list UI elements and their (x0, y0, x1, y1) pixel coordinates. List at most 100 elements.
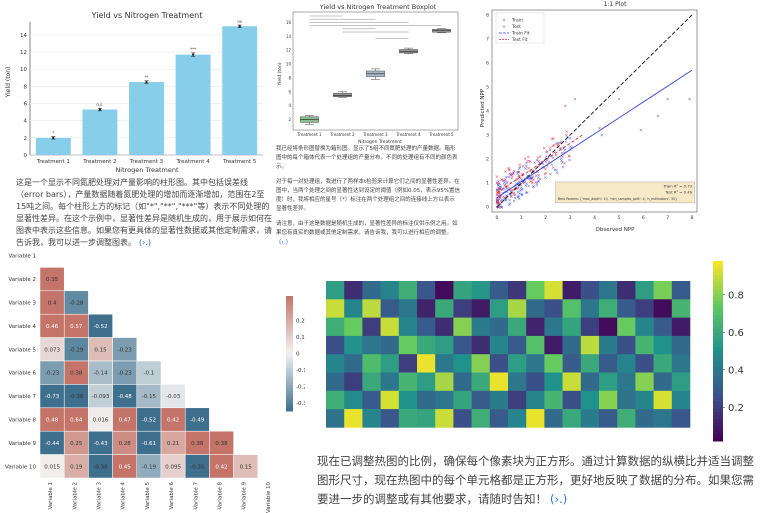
colorbar-segment (286, 396, 293, 400)
colorbar-segment (286, 379, 293, 383)
column-label: Variable 7 (193, 482, 199, 510)
annotation-test-r2: Test R² = 0.49 (664, 189, 692, 194)
test-point: × (499, 204, 503, 210)
heatmap-cell (526, 317, 545, 337)
cell-value: -0.49 (190, 418, 205, 424)
train-point: × (495, 205, 499, 211)
copy-chip-icon[interactable]: (›.) (139, 238, 151, 247)
colorbar-segment (713, 311, 723, 316)
colorbar-segment (713, 351, 723, 356)
train-point: × (508, 201, 512, 207)
heatmap-cell (580, 335, 600, 355)
colorbar-segment (286, 370, 293, 375)
heatmap-cell (599, 335, 618, 355)
box (333, 92, 352, 97)
train-point: × (553, 150, 557, 156)
heatmap-cell (417, 299, 436, 318)
y-tick-label: 6 (288, 89, 291, 94)
heatmap-cell (398, 281, 418, 300)
test-point: × (504, 169, 508, 175)
train-point: × (517, 166, 521, 172)
train-point: × (499, 205, 503, 211)
colorbar-segment (286, 310, 293, 314)
test-point: × (531, 174, 535, 180)
train-point: × (500, 205, 504, 211)
train-point: × (505, 193, 509, 199)
colorbar-segment (713, 354, 723, 359)
train-point: × (554, 167, 558, 173)
heatmap-cell (362, 335, 381, 355)
x-tick-label: Treatment 5 (428, 132, 454, 137)
test-point: × (510, 194, 514, 200)
row-label: Variable 10 (5, 464, 37, 470)
y-tick-label: 12 (20, 50, 27, 56)
x-tick-label: Treatment 3 (129, 159, 164, 165)
plot-frame (292, 11, 459, 131)
cell-value: -0.03 (166, 394, 181, 400)
heatmap-cell (435, 335, 454, 355)
train-point: × (498, 187, 502, 193)
train-point: × (559, 139, 563, 145)
colorbar-segment (286, 350, 293, 354)
row-label: Variable 6 (8, 371, 36, 377)
heatmap-cell (362, 299, 381, 318)
y-tick-label: 10 (286, 62, 292, 67)
train-point: × (514, 181, 518, 187)
copy-chip-icon-2[interactable]: (›.) (279, 239, 288, 246)
heatmap-cell (435, 390, 454, 410)
heatmap-cell (653, 335, 673, 355)
train-point: × (502, 197, 506, 203)
colorbar-segment (286, 347, 293, 352)
test-point: × (550, 136, 554, 142)
heatmap-cell (562, 409, 582, 428)
bar-mean-point (145, 80, 148, 84)
heatmap-cell (580, 409, 600, 428)
test-point: × (559, 145, 563, 151)
test-point: × (497, 192, 501, 198)
cell-value: -0.23 (118, 347, 133, 353)
train-point: × (666, 96, 670, 102)
cell-value: 0.64 (70, 418, 83, 424)
train-point: × (520, 192, 524, 198)
train-point: × (568, 158, 572, 164)
cell-value: 0.015 (44, 464, 60, 470)
heatmap-cell (344, 354, 363, 373)
colorbar-segment (713, 369, 723, 374)
train-point: × (508, 191, 512, 197)
heatmap-cell (398, 354, 418, 373)
train-point: × (502, 186, 506, 192)
test-point: × (526, 159, 530, 165)
cell-value: -0.093 (92, 394, 110, 400)
heatmap-cell (453, 317, 472, 337)
correlation-heatmap: Variable 1 Variable 2 Variable 3 Variable 4… (5, 254, 305, 513)
train-point: × (512, 198, 516, 204)
train-point: × (531, 184, 535, 190)
colorbar-segment (286, 405, 293, 409)
train-point: × (497, 205, 501, 211)
heatmap-cell (344, 372, 363, 392)
heatmap-cell (380, 335, 400, 355)
cell-value: 0.15 (94, 347, 107, 353)
colorbar-segment (286, 321, 293, 326)
heatmap-cell (526, 409, 545, 428)
colorbar-segment (713, 383, 723, 388)
cell-value: -0.14 (93, 371, 108, 377)
cell-value: -0.73 (45, 394, 60, 400)
colorbar-segment (713, 387, 723, 392)
y-tick-label: 4 (24, 119, 28, 125)
row-label: Variable 9 (8, 441, 36, 447)
test-point: × (557, 142, 561, 148)
cell-value: 0.48 (46, 418, 59, 424)
cell-value: -0.23 (45, 371, 60, 377)
train-point: × (563, 147, 567, 153)
copy-chip-icon-3[interactable]: (›.) (550, 492, 568, 506)
train-point: × (517, 194, 521, 200)
colorbar-segment (713, 282, 723, 287)
legend-marker: × (502, 18, 506, 24)
colorbar-segment (713, 415, 723, 420)
heatmap-cell (526, 299, 545, 318)
significance-label: *** (190, 47, 196, 52)
cell-value: 0.21 (167, 441, 179, 447)
heatmap-cell (562, 354, 582, 373)
heatmap-cell (580, 317, 600, 337)
